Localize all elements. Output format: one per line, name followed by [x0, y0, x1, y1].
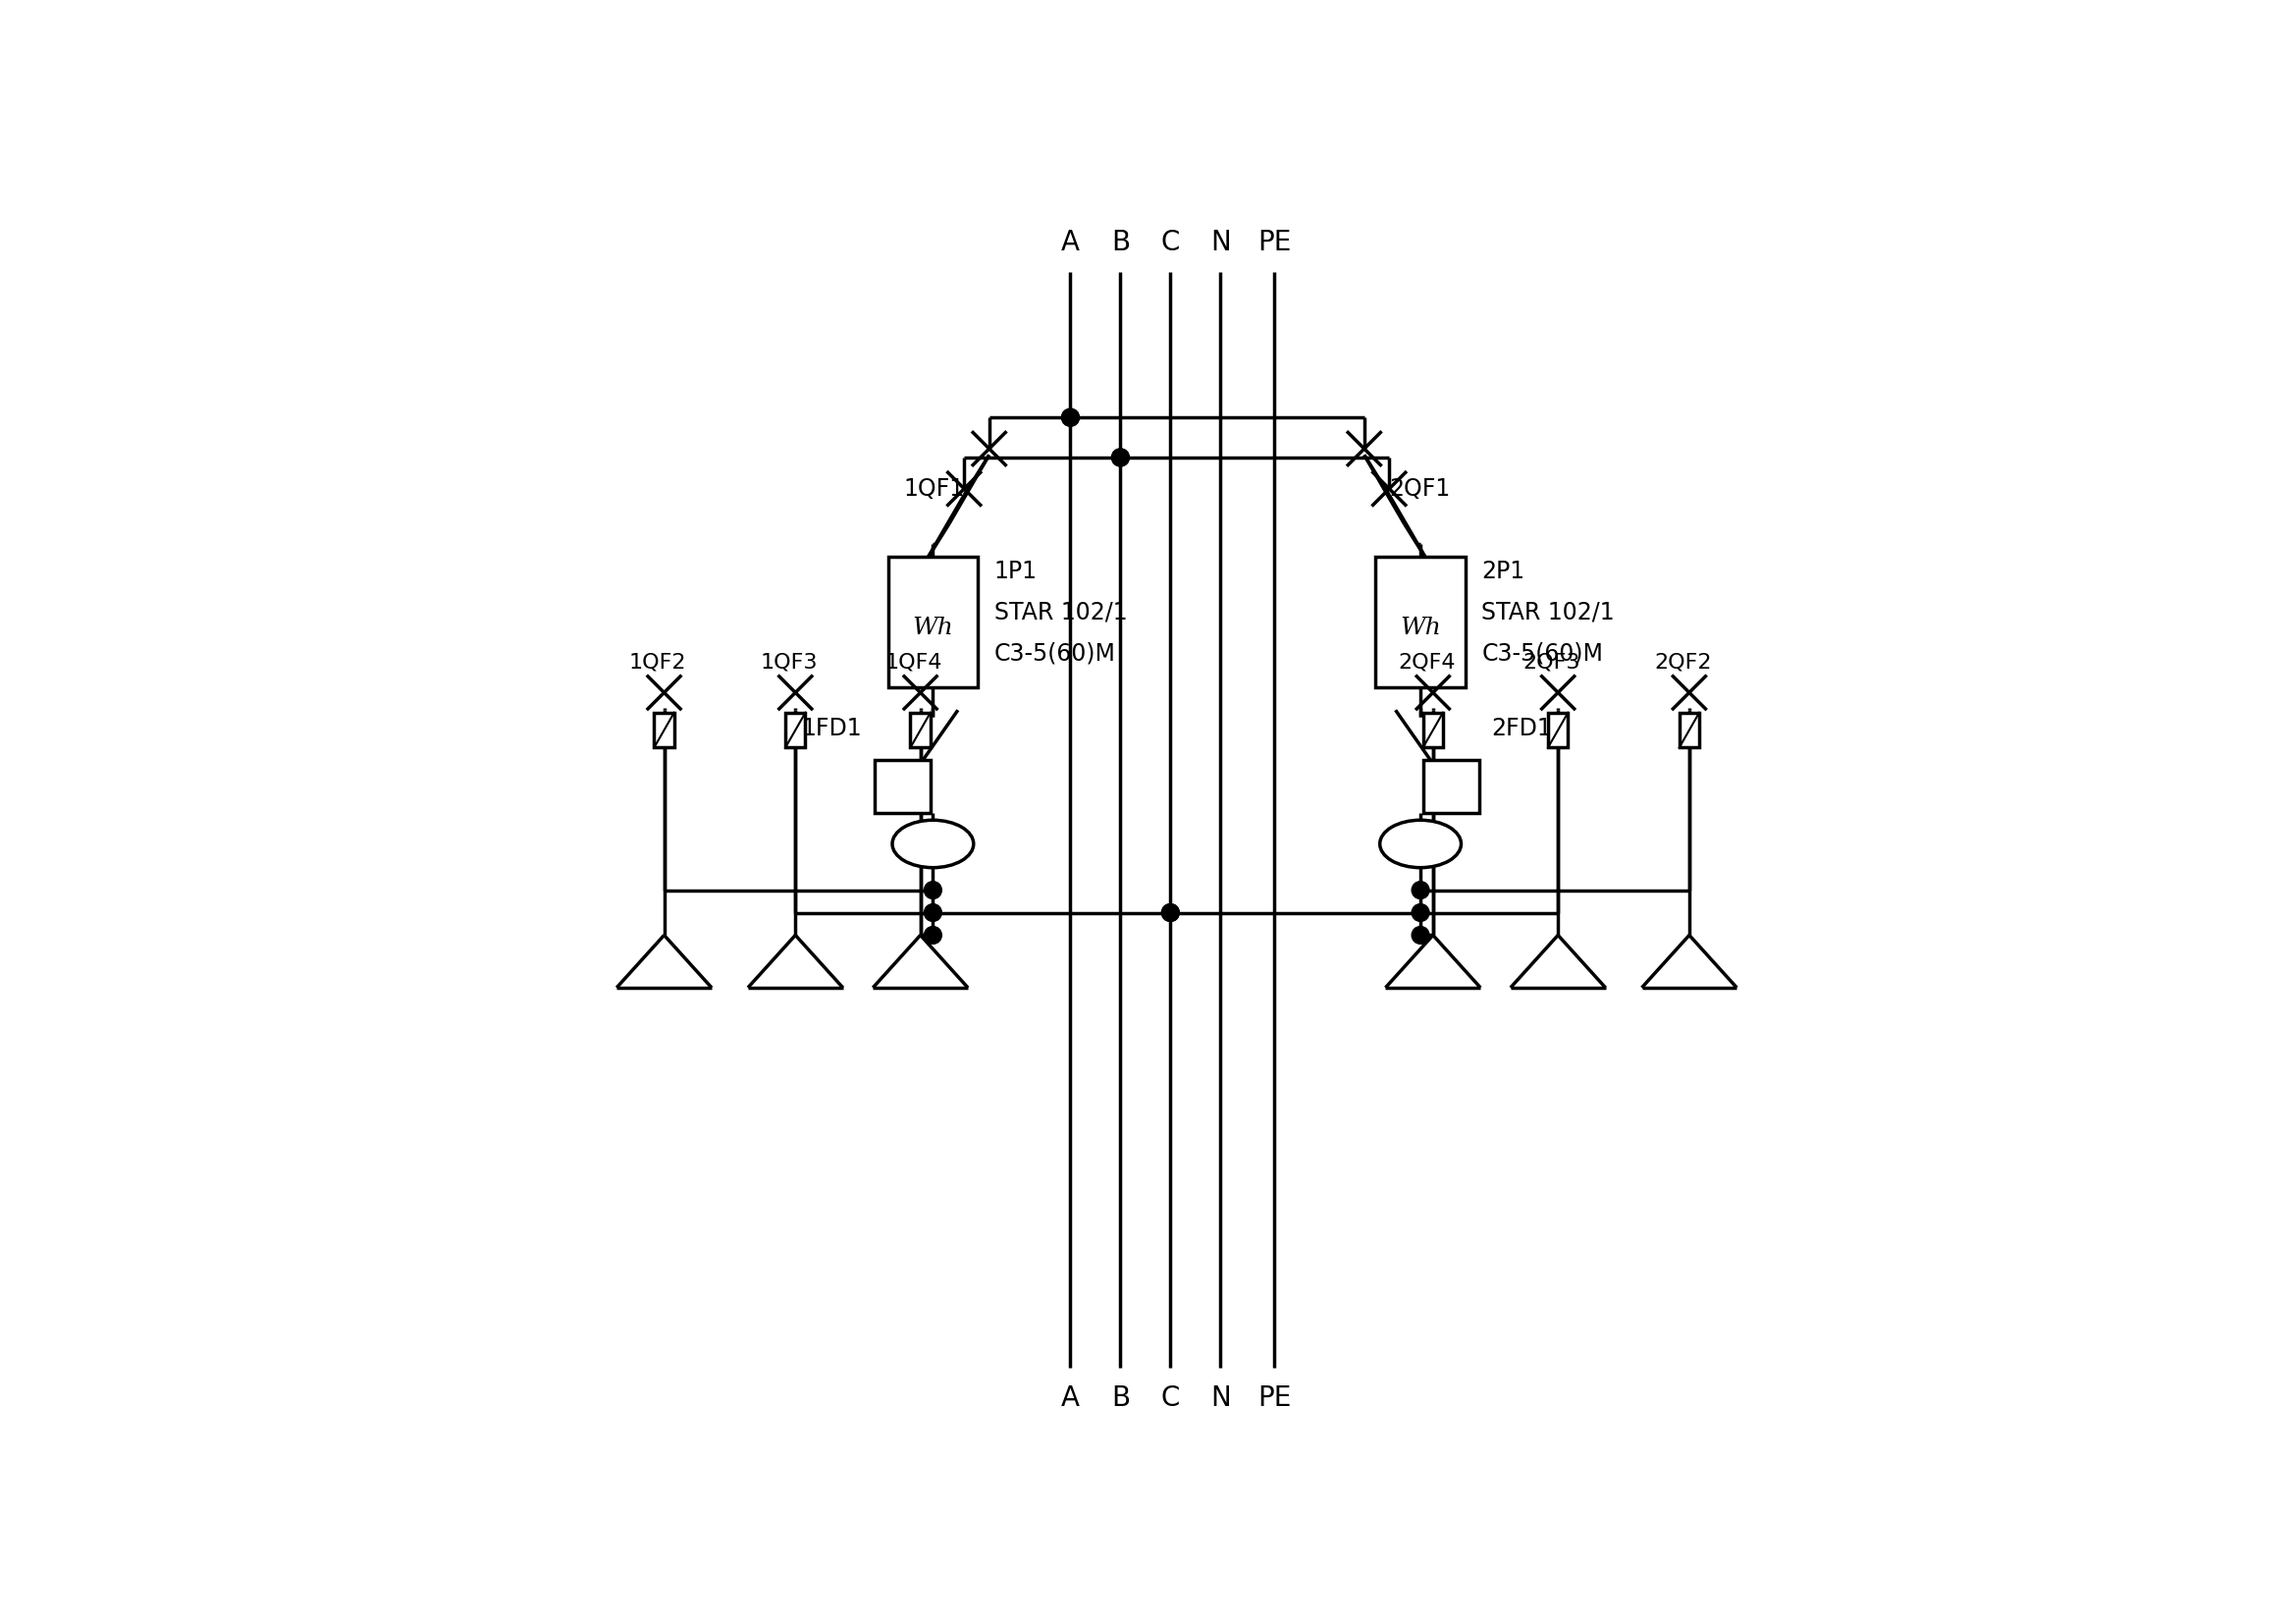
Circle shape	[925, 926, 941, 944]
Text: PE: PE	[1258, 229, 1290, 257]
Text: B: B	[1111, 229, 1130, 257]
Text: C3-5(60)M: C3-5(60)M	[994, 641, 1116, 664]
FancyBboxPatch shape	[875, 760, 930, 812]
FancyBboxPatch shape	[1548, 713, 1568, 747]
Circle shape	[925, 905, 941, 921]
Text: 2QF3: 2QF3	[1522, 653, 1580, 672]
Text: 2QF1: 2QF1	[1389, 477, 1451, 502]
FancyBboxPatch shape	[912, 713, 930, 747]
Text: N: N	[1210, 1384, 1231, 1411]
Circle shape	[1412, 926, 1428, 944]
Circle shape	[1412, 882, 1428, 900]
Text: B: B	[1111, 1384, 1130, 1411]
Text: Wh: Wh	[912, 617, 953, 640]
Circle shape	[1061, 409, 1079, 425]
Circle shape	[1111, 448, 1130, 466]
Text: 1FD1: 1FD1	[801, 718, 861, 741]
Text: N: N	[1210, 229, 1231, 257]
Text: STAR 102/1: STAR 102/1	[1481, 599, 1614, 624]
Text: C: C	[1162, 1384, 1180, 1411]
FancyBboxPatch shape	[785, 713, 806, 747]
Text: 2FD1: 2FD1	[1492, 718, 1552, 741]
Text: C3-5(60)M: C3-5(60)M	[1481, 641, 1603, 664]
Text: 1QF2: 1QF2	[629, 653, 687, 672]
FancyBboxPatch shape	[1424, 760, 1479, 812]
Circle shape	[1162, 905, 1180, 921]
FancyBboxPatch shape	[1375, 557, 1465, 687]
Text: 1P1: 1P1	[994, 560, 1038, 583]
Circle shape	[925, 882, 941, 900]
FancyBboxPatch shape	[654, 713, 675, 747]
Text: 1QF1: 1QF1	[902, 477, 964, 502]
Ellipse shape	[893, 820, 974, 867]
Text: 2QF4: 2QF4	[1398, 653, 1456, 672]
Circle shape	[1412, 905, 1428, 921]
Circle shape	[1061, 409, 1079, 425]
Text: A: A	[1061, 1384, 1079, 1411]
Text: Wh: Wh	[1401, 617, 1442, 640]
FancyBboxPatch shape	[889, 557, 978, 687]
FancyBboxPatch shape	[1678, 713, 1699, 747]
Text: 1QF3: 1QF3	[760, 653, 817, 672]
Text: 2QF2: 2QF2	[1655, 653, 1713, 672]
Text: PE: PE	[1258, 1384, 1290, 1411]
FancyBboxPatch shape	[1424, 713, 1442, 747]
Text: A: A	[1061, 229, 1079, 257]
Circle shape	[1111, 448, 1130, 466]
Text: 2P1: 2P1	[1481, 560, 1525, 583]
Text: STAR 102/1: STAR 102/1	[994, 599, 1127, 624]
Text: C: C	[1162, 229, 1180, 257]
Circle shape	[1162, 905, 1180, 921]
Text: 1QF4: 1QF4	[886, 653, 944, 672]
Ellipse shape	[1380, 820, 1460, 867]
